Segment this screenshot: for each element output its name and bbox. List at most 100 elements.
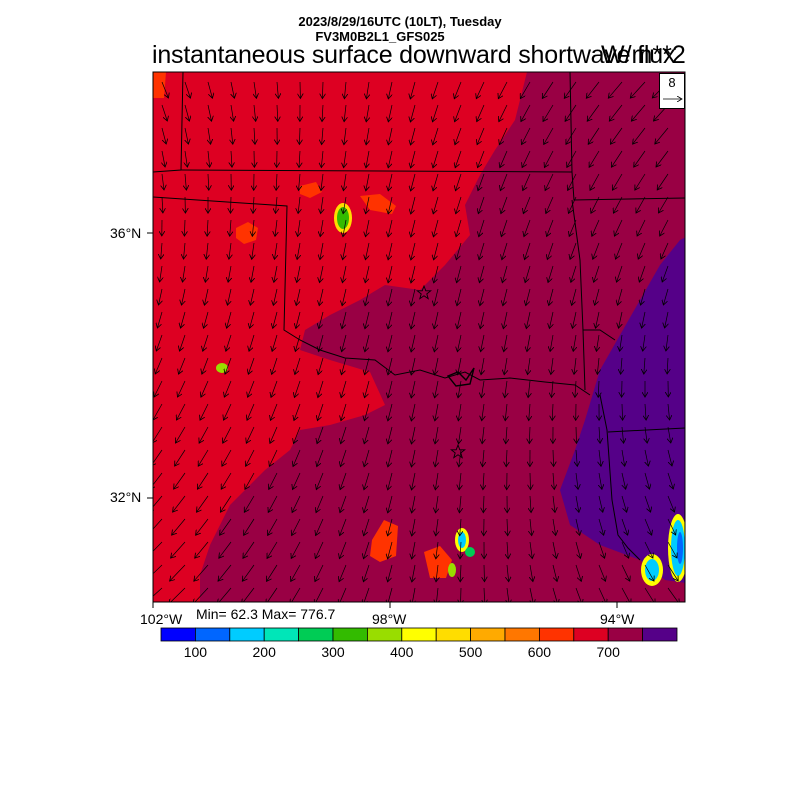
wind-arrow-icon — [436, 541, 438, 559]
wind-arrow-icon — [295, 334, 301, 352]
wind-arrow-icon — [598, 380, 599, 397]
wind-arrow-icon — [530, 541, 532, 559]
wind-arrow-icon — [616, 242, 623, 259]
wind-arrow-icon — [457, 288, 462, 306]
wind-arrow-icon — [502, 242, 508, 260]
wind-arrow-icon — [411, 357, 416, 375]
colorbar-segment — [298, 627, 334, 642]
wind-arrow-icon — [273, 311, 278, 328]
wind-arrow-icon — [412, 541, 415, 559]
wind-arrow-icon — [317, 403, 324, 421]
wind-arrow-icon — [244, 518, 255, 535]
wind-arrow-icon — [621, 518, 628, 535]
wind-arrow-icon — [667, 472, 673, 489]
wind-arrow-icon — [620, 334, 622, 351]
colorbar-segment — [332, 627, 368, 642]
wind-arrow-icon — [291, 564, 301, 582]
wind-arrow-icon — [411, 242, 416, 260]
wind-arrow-icon — [459, 472, 461, 490]
wind-arrow-icon — [435, 449, 438, 467]
wind-arrow-icon — [274, 242, 277, 259]
wind-arrow-icon — [267, 541, 278, 558]
wind-arrow-icon — [366, 81, 369, 99]
wind-arrow-icon — [544, 127, 554, 145]
wind-arrow-icon — [667, 357, 668, 374]
wind-arrow-icon — [552, 403, 553, 421]
lon-label-98w: 98°W — [372, 611, 407, 627]
wind-arrow-icon — [291, 541, 301, 559]
wind-arrow-icon — [269, 472, 278, 489]
wind-arrow-icon — [365, 288, 370, 306]
wind-arrow-icon — [455, 104, 462, 122]
wind-arrow-icon — [194, 564, 209, 581]
wind-arrow-icon — [412, 472, 416, 490]
wind-arrow-icon — [365, 242, 369, 260]
wind-arrow-icon — [344, 150, 346, 168]
wind-arrow-icon — [636, 196, 646, 213]
wind-arrow-icon — [254, 127, 255, 144]
wind-arrow-icon — [611, 150, 623, 167]
wind-arrow-icon — [295, 357, 301, 375]
wind-arrow-icon — [365, 380, 370, 398]
colorbar-segment — [642, 627, 678, 642]
wind-arrow-icon — [644, 518, 652, 535]
wind-arrow-icon — [174, 472, 186, 489]
colorbar-segment — [607, 627, 644, 642]
wind-arrow-icon — [575, 564, 581, 581]
wind-arrow-icon — [598, 564, 606, 581]
wind-arrow-icon — [571, 265, 577, 282]
wind-arrow-icon — [341, 426, 347, 444]
wind-arrow-icon — [364, 518, 370, 536]
cloud-cell-3-core — [458, 532, 466, 548]
field-region-700 — [200, 72, 685, 602]
wind-arrow-icon — [481, 357, 484, 375]
wind-arrow-icon — [643, 334, 645, 351]
wind-arrow-icon — [154, 380, 163, 397]
wind-arrow-icon — [434, 288, 439, 306]
wind-arrow-icon — [388, 564, 393, 582]
wind-arrow-icon — [480, 311, 485, 329]
wind-arrow-icon — [153, 541, 163, 552]
wind-arrow-icon — [572, 311, 576, 328]
wind-arrow-icon — [526, 288, 531, 306]
wind-arrow-icon — [553, 449, 554, 467]
wind-arrow-icon — [268, 518, 278, 535]
wind-arrow-icon — [504, 357, 507, 375]
wind-arrow-icon — [593, 242, 600, 259]
wind-arrow-icon — [458, 380, 461, 398]
wind-reference-value: 8 — [668, 75, 676, 90]
wind-arrow-icon — [435, 472, 438, 490]
wind-arrow-icon — [171, 541, 186, 558]
wind-arrow-icon — [608, 81, 623, 98]
wind-vectors — [153, 81, 679, 602]
wind-arrow-icon — [433, 196, 439, 214]
wind-arrow-icon — [507, 541, 508, 559]
field-patch-west — [236, 222, 258, 244]
wind-arrow-icon — [477, 104, 485, 122]
wind-arrow-icon — [621, 495, 627, 512]
wind-arrow-icon — [552, 380, 554, 398]
wind-arrow-icon — [339, 541, 347, 559]
wind-arrow-icon — [341, 380, 347, 398]
wind-arrow-icon — [478, 173, 485, 191]
wind-arrow-icon — [162, 173, 164, 190]
wind-arrow-icon — [319, 288, 324, 306]
wind-arrow-icon — [630, 81, 646, 98]
wind-arrow-icon — [230, 219, 231, 236]
wind-arrow-icon — [411, 265, 416, 283]
wind-arrow-icon — [271, 380, 278, 397]
wind-arrow-icon — [161, 242, 162, 259]
wind-arrow-icon — [365, 265, 370, 283]
wind-arrow-icon — [172, 518, 186, 535]
wind-arrow-icon — [340, 518, 347, 536]
wind-arrow-icon — [547, 242, 554, 260]
wind-arrow-icon — [588, 127, 600, 144]
wind-arrow-icon — [161, 104, 167, 121]
wind-arrow-icon — [272, 357, 278, 374]
wind-arrow-icon — [340, 449, 347, 467]
wind-arrow-icon — [478, 150, 485, 168]
wind-arrow-icon — [612, 173, 623, 190]
wind-arrow-icon — [388, 219, 393, 237]
wind-arrow-icon — [568, 173, 577, 190]
wind-arrow-icon — [153, 449, 163, 466]
